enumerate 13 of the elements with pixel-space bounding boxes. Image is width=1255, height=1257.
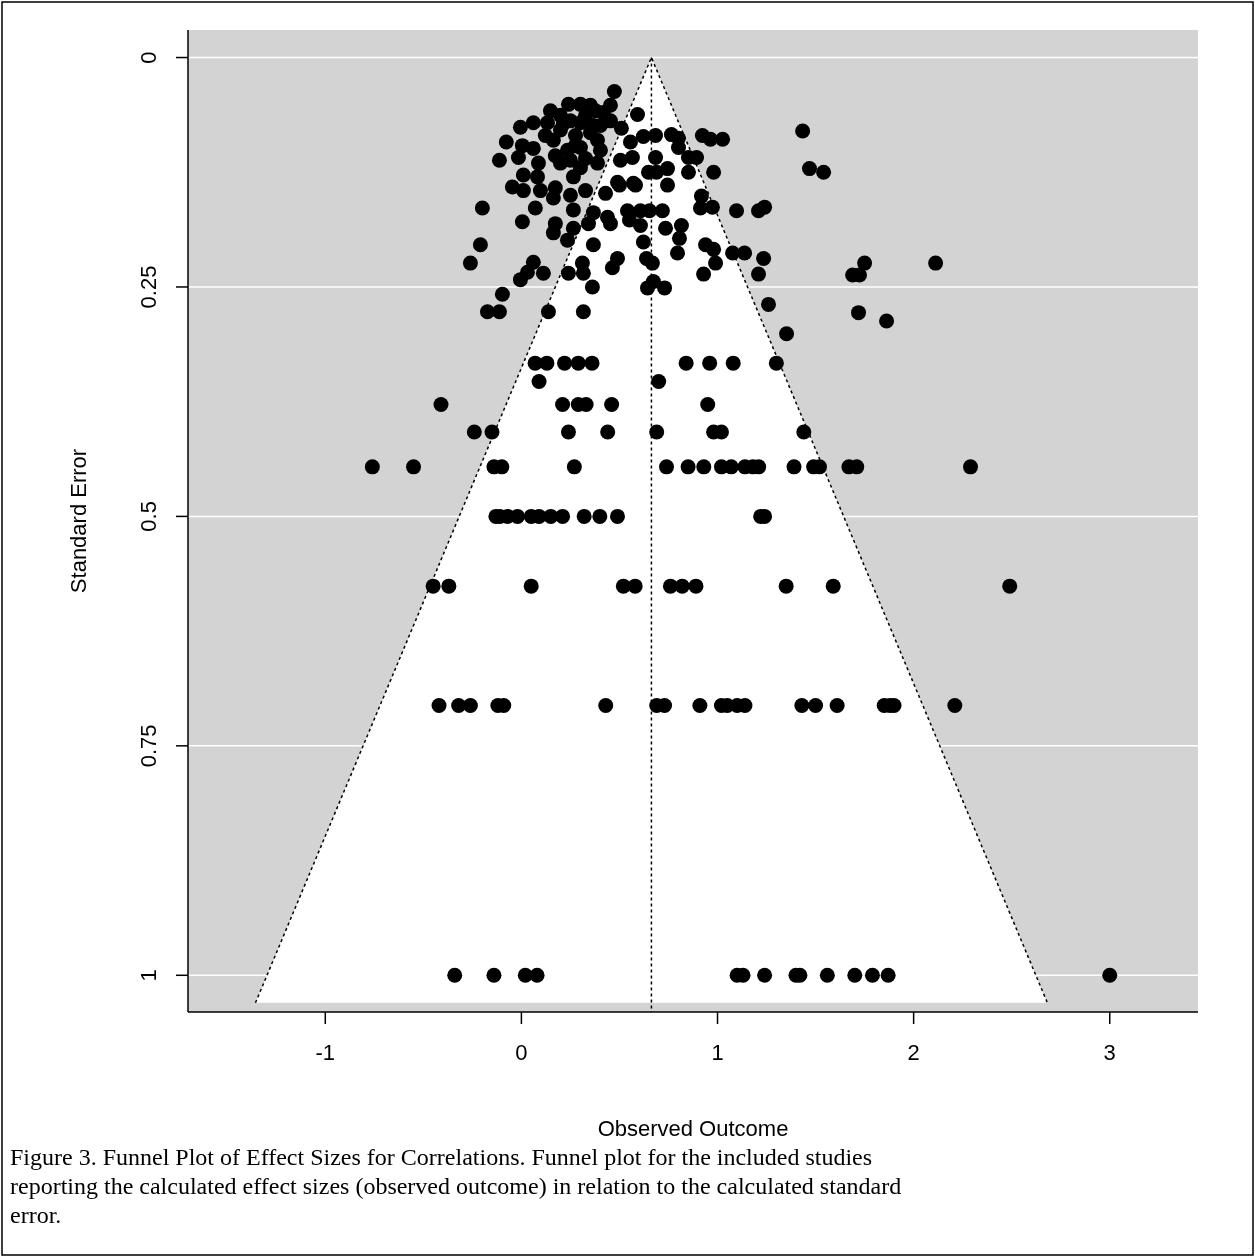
y-tick-label: 0.75 — [136, 724, 161, 768]
x-axis-title: Observed Outcome — [597, 1116, 789, 1141]
caption: Figure 3. Funnel Plot of Effect Sizes for Correlations. Funnel plot for the included studies reporting the calculated effect sizes (observed outcome) in relation to the calculated standard error. — [10, 1144, 902, 1228]
x-tick-label: 2 — [907, 1040, 920, 1065]
y-tick-label: 1 — [136, 969, 161, 982]
x-tick-label: -1 — [315, 1040, 336, 1065]
y-tick-label: 0.5 — [136, 501, 161, 532]
x-tick-label: 0 — [515, 1040, 528, 1065]
x-tick-label: 1 — [711, 1040, 724, 1065]
y-tick-label: 0 — [136, 51, 161, 64]
x-tick-label: 3 — [1103, 1040, 1116, 1065]
y-axis-title: Standard Error — [66, 448, 91, 594]
y-tick-label: 0.25 — [136, 265, 161, 309]
